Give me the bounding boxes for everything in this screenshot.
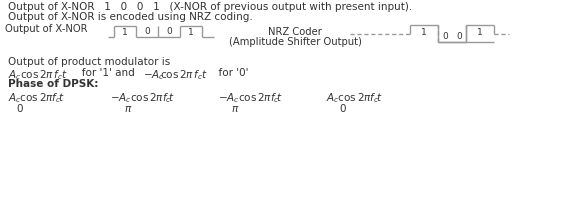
Text: $\cos 2\pi\,f_c t$: $\cos 2\pi\,f_c t$ — [20, 68, 68, 81]
Text: 1: 1 — [188, 28, 194, 37]
Text: Output of product modulator is: Output of product modulator is — [8, 57, 170, 67]
Text: 0: 0 — [166, 27, 172, 36]
Text: (Amplitude Shifter Output): (Amplitude Shifter Output) — [229, 37, 361, 47]
Text: $A_c\cos 2\pi f_c\!t$: $A_c\cos 2\pi f_c\!t$ — [326, 91, 383, 104]
Text: NRZ Coder: NRZ Coder — [268, 27, 322, 37]
Text: $A_c$: $A_c$ — [8, 68, 21, 81]
Text: 1: 1 — [421, 28, 427, 37]
Text: 0: 0 — [17, 103, 23, 113]
Text: $\pi$: $\pi$ — [231, 103, 239, 113]
Text: $\pi$: $\pi$ — [124, 103, 132, 113]
Text: $-A_c$: $-A_c$ — [143, 68, 165, 81]
Text: Phase of DPSK:: Phase of DPSK: — [8, 79, 98, 89]
Text: 1: 1 — [122, 28, 128, 37]
Text: $A_c\cos 2\pi f_c\!t$: $A_c\cos 2\pi f_c\!t$ — [8, 91, 65, 104]
Text: 0: 0 — [144, 27, 150, 36]
Text: for '1' and: for '1' and — [72, 68, 138, 78]
Text: $-A_c\cos 2\pi f_c\!t$: $-A_c\cos 2\pi f_c\!t$ — [218, 91, 283, 104]
Text: 0: 0 — [456, 32, 462, 41]
Text: Output of X-NOR   1   0   0   1   (X-NOR of previous output with present input).: Output of X-NOR 1 0 0 1 (X-NOR of previo… — [8, 2, 413, 12]
Text: Output of X-NOR: Output of X-NOR — [5, 24, 88, 34]
Text: $-A_c\cos 2\pi f_c\!t$: $-A_c\cos 2\pi f_c\!t$ — [110, 91, 175, 104]
Text: 0: 0 — [340, 103, 346, 113]
Text: $\cos 2\pi\,f_c t$: $\cos 2\pi\,f_c t$ — [160, 68, 208, 81]
Text: Output of X-NOR is encoded using NRZ coding.: Output of X-NOR is encoded using NRZ cod… — [8, 12, 253, 22]
Text: 1: 1 — [477, 28, 483, 37]
Text: 0: 0 — [442, 32, 448, 41]
Text: for '0': for '0' — [212, 68, 248, 78]
